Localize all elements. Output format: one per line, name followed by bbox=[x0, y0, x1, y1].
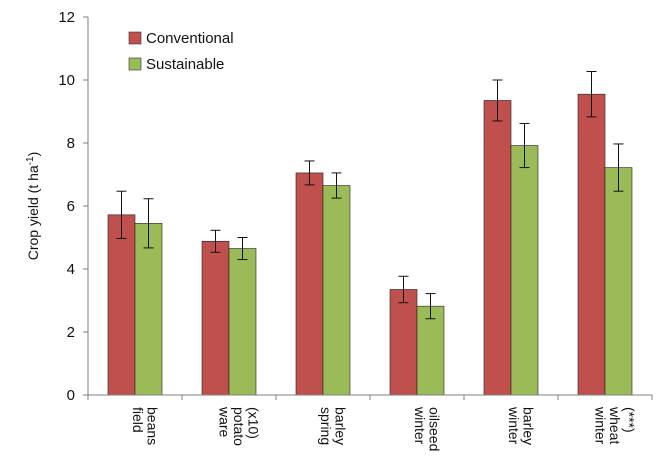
bar-sustainable bbox=[510, 145, 539, 396]
legend: Conventional Sustainable bbox=[128, 30, 234, 73]
x-category-label: winter bbox=[506, 406, 522, 445]
legend-swatch-sustainable bbox=[128, 57, 142, 71]
y-tick-label: 6 bbox=[67, 198, 75, 215]
bar-sustainable bbox=[228, 248, 257, 396]
x-category-label: wheat bbox=[607, 406, 623, 444]
bar-sustainable bbox=[134, 223, 163, 396]
x-category-label: ware bbox=[217, 406, 233, 438]
bar-conventional bbox=[201, 240, 230, 396]
bar-sustainable bbox=[604, 167, 633, 396]
bar-conventional bbox=[389, 289, 418, 396]
x-category-label: potato bbox=[231, 407, 247, 446]
plot-area bbox=[107, 70, 633, 396]
y-label-main: Crop yield (t ha bbox=[25, 165, 41, 260]
y-label-close: ) bbox=[25, 152, 41, 157]
y-axis-label: Crop yield (t ha-1) bbox=[25, 152, 41, 261]
bar-conventional bbox=[107, 214, 136, 396]
legend-label-sustainable: Sustainable bbox=[146, 56, 224, 73]
bar-conventional bbox=[577, 93, 606, 396]
x-category-label: oilseed bbox=[426, 407, 442, 451]
x-category-label: (***) bbox=[622, 407, 638, 433]
x-category-label: (x10) bbox=[246, 407, 262, 439]
y-tick-label: 8 bbox=[67, 135, 75, 152]
y-label-superscript: -1 bbox=[25, 156, 36, 165]
x-category-label: winter bbox=[593, 406, 609, 445]
y-axis: 0 2 4 6 8 10 12 bbox=[58, 9, 89, 404]
y-tick-label: 4 bbox=[67, 261, 75, 278]
bar-sustainable bbox=[416, 305, 445, 396]
bar-conventional bbox=[483, 100, 512, 396]
legend-swatch-conventional bbox=[128, 31, 142, 45]
y-tick-label: 2 bbox=[67, 324, 75, 341]
x-category-label: beans bbox=[144, 407, 160, 445]
x-category-label: spring bbox=[318, 407, 334, 445]
y-tick-label: 12 bbox=[58, 9, 75, 26]
x-category-label: barley bbox=[332, 407, 348, 445]
x-category-label: field bbox=[130, 407, 146, 433]
legend-label-conventional: Conventional bbox=[146, 30, 234, 47]
x-category-label: winter bbox=[412, 406, 428, 445]
y-tick-label: 0 bbox=[67, 387, 75, 404]
y-tick-label: 10 bbox=[58, 72, 75, 89]
bar-sustainable bbox=[322, 185, 351, 396]
x-category-label: barley bbox=[520, 407, 536, 445]
bar-conventional bbox=[295, 172, 324, 396]
